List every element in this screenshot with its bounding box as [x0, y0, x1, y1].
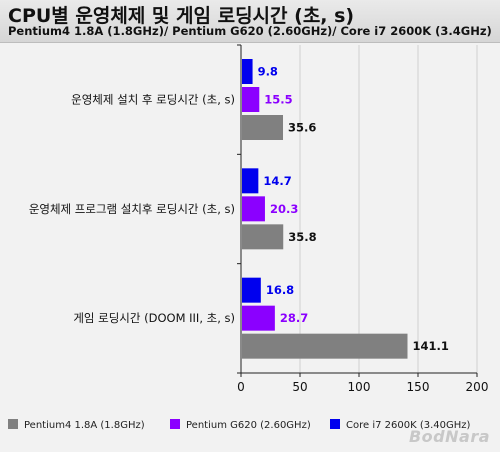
chart-subtitle: Pentium4 1.8A (1.8GHz)/ Pentium G620 (2.… [8, 24, 492, 38]
bar-pentium4 [242, 224, 284, 250]
chart-header: CPU별 운영체제 및 게임 로딩시간 (초, s) Pentium4 1.8A… [0, 0, 500, 43]
bar-i7 [242, 277, 261, 303]
legend-label: Pentium4 1.8A (1.8GHz) [24, 420, 145, 431]
x-tick-label: 0 [237, 380, 245, 394]
legend-swatch [330, 419, 340, 429]
x-tick-label: 100 [348, 380, 371, 394]
x-tick-label: 200 [466, 380, 489, 394]
data-label: 14.7 [263, 174, 291, 188]
chart-title: CPU별 운영체제 및 게임 로딩시간 (초, s) [8, 5, 355, 27]
legend-label: Pentium G620 (2.60GHz) [186, 420, 311, 431]
data-label: 35.6 [288, 121, 316, 135]
legend-swatch [8, 419, 18, 429]
bar-pentium4 [242, 333, 408, 359]
data-label: 28.7 [280, 311, 308, 325]
category-label: 운영체제 프로그램 설치후 로딩시간 (초, s) [29, 202, 235, 216]
bar-i7 [242, 168, 259, 194]
bar-i7 [242, 59, 253, 84]
bar-g620 [242, 87, 260, 112]
data-label: 141.1 [412, 339, 448, 353]
legend-swatch [170, 419, 180, 429]
x-tick-label: 50 [292, 380, 307, 394]
legend-label: Core i7 2600K (3.40GHz) [346, 420, 471, 431]
data-label: 15.5 [264, 93, 292, 107]
bar-g620 [242, 196, 265, 222]
data-label: 9.8 [258, 65, 278, 79]
x-tick-label: 150 [407, 380, 430, 394]
data-label: 16.8 [266, 283, 294, 297]
data-label: 20.3 [270, 202, 298, 216]
category-label: 게임 로딩시간 (DOOM III, 초, s) [73, 311, 235, 325]
bar-g620 [242, 305, 275, 331]
bar-pentium4 [242, 115, 284, 140]
data-label: 35.8 [288, 230, 316, 244]
watermark-logo: BodNara [408, 427, 490, 446]
category-label: 운영체제 설치 후 로딩시간 (초, s) [71, 93, 235, 107]
